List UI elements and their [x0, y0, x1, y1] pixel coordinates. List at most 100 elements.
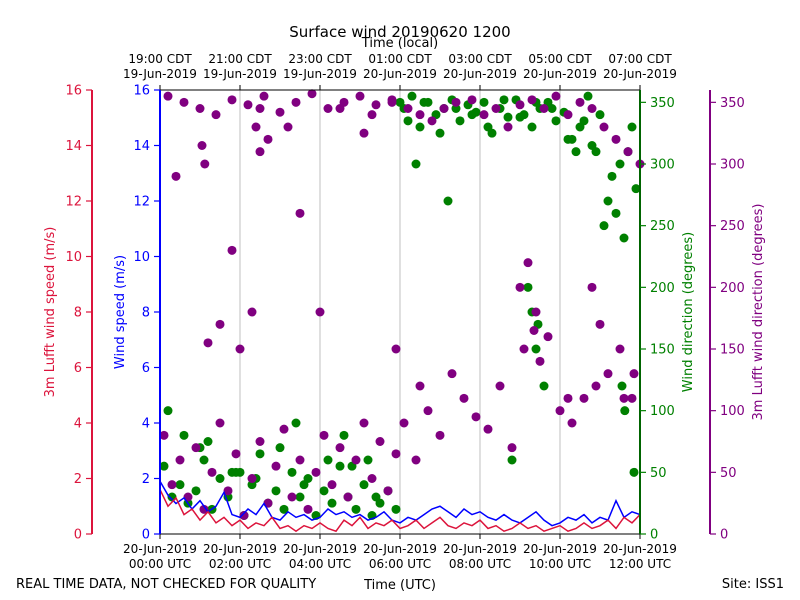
3m-lufft-wind-direction-point	[287, 492, 297, 502]
3m-lufft-wind-direction-point	[171, 171, 181, 181]
3m-lufft-wind-direction-point	[599, 122, 609, 132]
wind-direction-point	[627, 122, 637, 132]
3m-lufft-wind-direction-point	[375, 437, 385, 446]
wind-direction-point	[323, 455, 333, 465]
speed-tick-label: 2	[142, 472, 150, 487]
3m-lufft-wind-direction-point	[259, 91, 269, 101]
wind-direction-point	[215, 474, 225, 483]
3m-lufft-wind-direction-point	[579, 393, 589, 403]
wind-direction-point	[279, 504, 289, 514]
3m-lufft-wind-direction-point	[459, 393, 469, 403]
local-tick-date: 19-Jun-2019	[203, 67, 277, 81]
utc-tick-date: 20-Jun-2019	[283, 542, 357, 556]
3m-lufft-wind-direction-point	[243, 100, 253, 110]
3m-lufft-wind-direction-point	[615, 344, 625, 354]
wind-direction-point	[551, 116, 561, 126]
3m-lufft-wind-direction-point	[355, 91, 365, 101]
3m-lufft-wind-direction-point	[403, 104, 413, 113]
3m-lufft-wind-direction-point	[291, 97, 301, 107]
wind-direction-point	[611, 208, 621, 218]
3m-lufft-wind-direction-point	[387, 97, 397, 107]
wind-direction-point	[415, 122, 425, 132]
3m-lufft-wind-direction-point	[235, 344, 245, 354]
3m-lufft-wind-direction-point	[311, 467, 321, 477]
3m-lufft-wind-direction-point	[551, 91, 561, 101]
3m-lufft-wind-direction-point	[255, 147, 265, 157]
3m-lufft-wind-direction-point	[215, 418, 225, 428]
3m-lufft-wind-direction-point	[539, 104, 549, 113]
3m-lufft-wind-direction-point	[295, 208, 305, 218]
wind-direction-point	[467, 110, 477, 120]
3m-lufft-wind-direction-point	[239, 511, 249, 520]
3m-lufft-wind-direction-point	[543, 332, 553, 342]
lufft-speed-tick-label: 16	[65, 84, 82, 99]
wind-direction-point	[363, 455, 373, 465]
wind-direction-point	[619, 233, 629, 243]
wind-direction-point	[199, 455, 209, 465]
wind-direction-point	[371, 492, 381, 502]
3m-lufft-wind-direction-point	[231, 449, 241, 459]
3m-lufft-wind-direction-point	[197, 141, 207, 150]
3m-lufft-wind-direction-point	[503, 122, 513, 132]
3m-lufft-wind-direction-point	[191, 443, 201, 453]
3m-lufft-wind-direction-point	[335, 443, 345, 453]
direction-tick-label: 250	[650, 219, 675, 234]
3m-lufft-wind-direction-point	[567, 418, 577, 428]
wind-direction-point	[547, 104, 557, 113]
3m-lufft-wind-direction-point	[439, 104, 449, 113]
3m-lufft-wind-direction-point	[629, 369, 639, 379]
3m-lufft-wind-direction-point	[383, 486, 393, 496]
wind-direction-point	[335, 461, 345, 471]
3m-lufft-wind-speed-line	[159, 489, 641, 533]
3m-lufft-wind-direction-point	[563, 393, 573, 403]
3m-lufft-wind-direction-point	[247, 307, 257, 317]
speed-tick-label: 6	[142, 361, 150, 376]
lufft-speed-tick-label: 6	[74, 361, 82, 376]
3m-lufft-wind-direction-point	[515, 282, 525, 292]
utc-tick-date: 20-Jun-2019	[603, 542, 677, 556]
wind-direction-point	[595, 110, 605, 120]
direction-axis-label: Wind direction (degrees)	[681, 232, 696, 392]
3m-lufft-wind-direction-point	[163, 91, 173, 101]
direction-tick-label: 350	[650, 96, 675, 111]
utc-tick-time: 02:00 UTC	[209, 557, 271, 571]
3m-lufft-wind-direction-point	[159, 430, 169, 440]
wind-direction-point	[523, 282, 533, 292]
3m-lufft-wind-direction-point	[595, 319, 605, 329]
wind-direction-point	[411, 159, 421, 169]
wind-direction-point	[587, 141, 597, 150]
local-tick-date: 20-Jun-2019	[363, 67, 437, 81]
wind-direction-point	[275, 443, 285, 453]
local-tick-time: 19:00 CDT	[128, 52, 192, 66]
lufft-direction-tick-label: 300	[720, 158, 745, 173]
3m-lufft-wind-direction-point	[343, 492, 353, 502]
speed-tick-label: 10	[133, 250, 150, 265]
local-tick-time: 23:00 CDT	[288, 52, 352, 66]
speed-tick-label: 12	[133, 195, 150, 210]
lufft-direction-tick-label: 100	[720, 404, 745, 419]
3m-lufft-wind-direction-point	[319, 430, 329, 440]
3m-lufft-wind-direction-point	[519, 344, 529, 354]
utc-tick-date: 20-Jun-2019	[363, 542, 437, 556]
wind-speed-line	[159, 480, 641, 527]
3m-lufft-wind-direction-point	[491, 104, 501, 113]
3m-lufft-wind-direction-point	[223, 486, 233, 496]
wind-direction-point	[443, 196, 453, 206]
3m-lufft-wind-direction-point	[203, 338, 213, 348]
lufft-speed-tick-label: 14	[65, 139, 82, 154]
3m-lufft-wind-direction-point	[587, 104, 597, 113]
3m-lufft-wind-direction-point	[471, 412, 481, 422]
3m-lufft-wind-direction-point	[467, 95, 477, 105]
3m-lufft-wind-direction-point	[427, 116, 437, 126]
3m-lufft-wind-direction-point	[271, 461, 281, 471]
3m-lufft-wind-direction-point	[423, 406, 433, 416]
utc-tick-time: 00:00 UTC	[129, 557, 191, 571]
wind-direction-point	[603, 196, 613, 206]
3m-lufft-wind-direction-point	[359, 128, 369, 138]
3m-lufft-wind-direction-point	[371, 100, 381, 110]
3m-lufft-wind-direction-point	[367, 110, 377, 120]
lufft-speed-tick-label: 0	[74, 528, 82, 543]
3m-lufft-wind-direction-point	[451, 97, 461, 107]
wind-direction-point	[327, 498, 337, 508]
